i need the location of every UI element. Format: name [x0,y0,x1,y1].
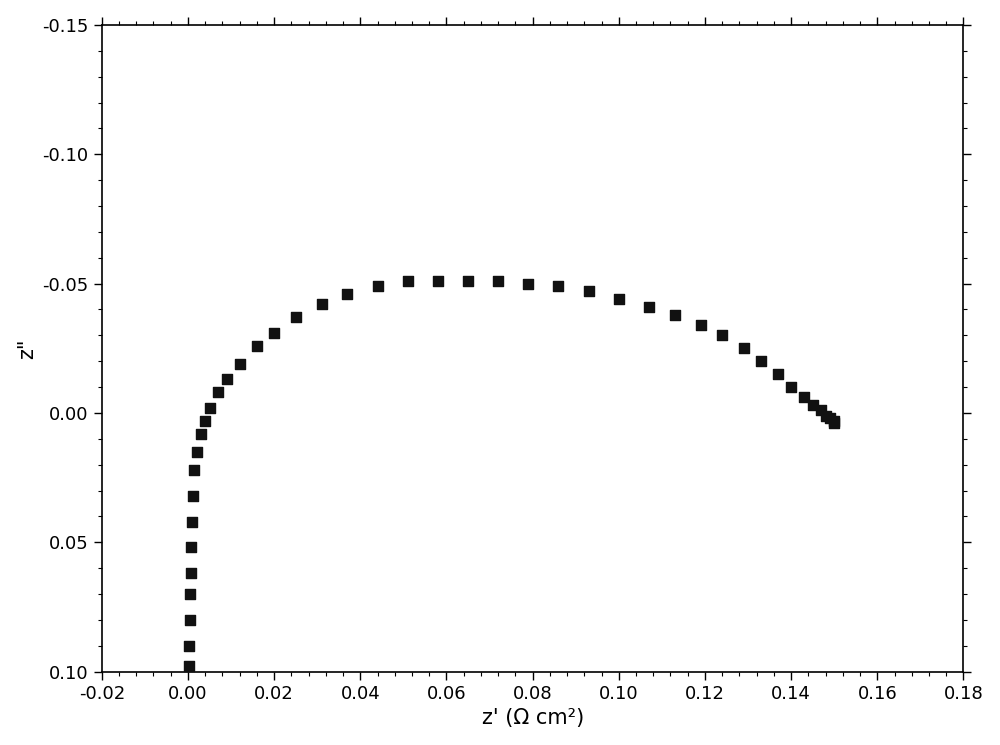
Point [189,446,205,457]
Point [826,417,842,429]
X-axis label: z' (Ω cm²): z' (Ω cm²) [482,708,584,729]
Point [288,311,304,323]
Y-axis label: z": z" [17,338,37,358]
Point [550,280,566,292]
Point [184,516,200,527]
Point [783,381,799,393]
Point [266,327,282,339]
Point [581,285,597,297]
Point [430,275,446,287]
Point [219,373,235,385]
Point [339,288,355,300]
Point [197,415,213,427]
Point [186,464,202,476]
Point [753,355,769,367]
Point [826,415,842,427]
Point [641,301,657,313]
Point [314,298,330,310]
Point [185,489,201,501]
Point [611,294,627,305]
Point [667,308,683,320]
Point [193,428,209,440]
Point [796,391,812,403]
Point [714,329,730,341]
Point [736,343,752,355]
Point [249,340,265,352]
Point [210,387,226,399]
Point [813,405,829,416]
Point [183,568,199,580]
Point [693,319,709,331]
Point [818,410,834,422]
Point [182,588,198,600]
Point [822,412,838,424]
Point [460,275,476,287]
Point [370,280,386,292]
Point [770,368,786,380]
Point [490,275,506,287]
Point [232,358,248,370]
Point [400,275,416,287]
Point [201,402,218,413]
Point [805,399,821,411]
Point [520,278,536,290]
Point [183,542,199,554]
Point [181,661,197,673]
Point [181,640,197,652]
Point [182,614,198,626]
